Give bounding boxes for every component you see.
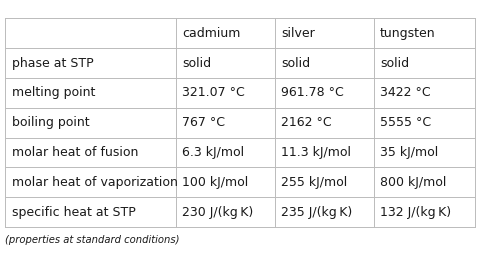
Text: specific heat at STP: specific heat at STP — [12, 206, 136, 219]
Text: 230 J/(kg K): 230 J/(kg K) — [182, 206, 253, 219]
Text: boiling point: boiling point — [12, 116, 90, 129]
Text: solid: solid — [380, 57, 409, 69]
Text: 321.07 °C: 321.07 °C — [182, 86, 245, 99]
Text: (properties at standard conditions): (properties at standard conditions) — [5, 235, 180, 245]
Text: 255 kJ/mol: 255 kJ/mol — [281, 176, 348, 189]
Text: 11.3 kJ/mol: 11.3 kJ/mol — [281, 146, 351, 159]
Text: silver: silver — [281, 27, 315, 40]
Text: 35 kJ/mol: 35 kJ/mol — [380, 146, 438, 159]
Text: melting point: melting point — [12, 86, 96, 99]
Text: phase at STP: phase at STP — [12, 57, 94, 69]
Text: 800 kJ/mol: 800 kJ/mol — [380, 176, 446, 189]
Text: 3422 °C: 3422 °C — [380, 86, 431, 99]
Text: molar heat of vaporization: molar heat of vaporization — [12, 176, 178, 189]
Text: molar heat of fusion: molar heat of fusion — [12, 146, 138, 159]
Text: 5555 °C: 5555 °C — [380, 116, 431, 129]
Text: 2162 °C: 2162 °C — [281, 116, 332, 129]
Text: 6.3 kJ/mol: 6.3 kJ/mol — [182, 146, 244, 159]
Text: 767 °C: 767 °C — [182, 116, 225, 129]
Text: solid: solid — [281, 57, 310, 69]
Text: cadmium: cadmium — [182, 27, 240, 40]
Text: solid: solid — [182, 57, 211, 69]
Text: 961.78 °C: 961.78 °C — [281, 86, 344, 99]
Text: 132 J/(kg K): 132 J/(kg K) — [380, 206, 451, 219]
Text: 100 kJ/mol: 100 kJ/mol — [182, 176, 249, 189]
Text: tungsten: tungsten — [380, 27, 435, 40]
Text: 235 J/(kg K): 235 J/(kg K) — [281, 206, 352, 219]
